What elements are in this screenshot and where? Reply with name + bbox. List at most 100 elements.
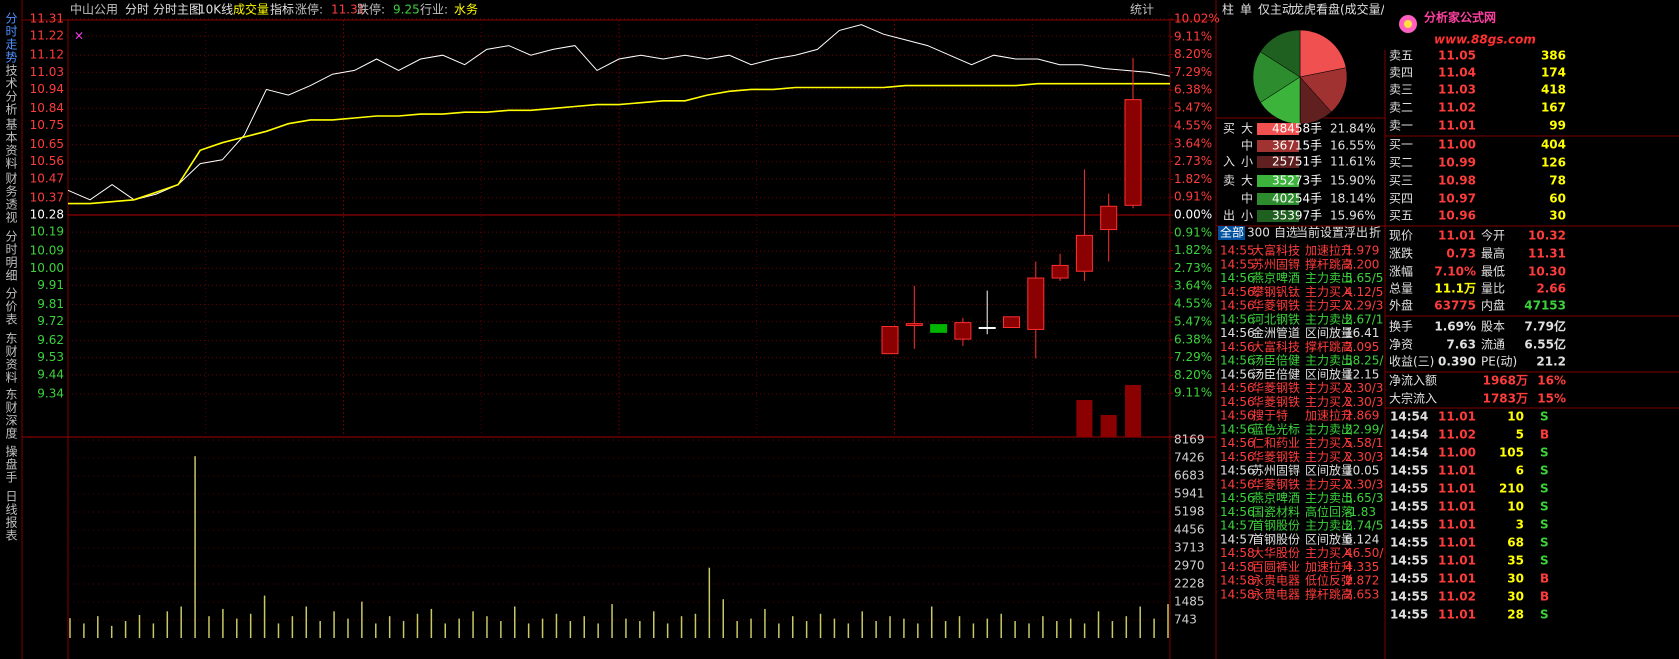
volume-bar [347,618,349,638]
trade-volume: 6 [1516,464,1524,478]
side-tab[interactable]: 分时明细 [4,230,18,282]
news-stock[interactable]: 攀钢钒钛 [1252,284,1300,299]
list-tab[interactable]: 全部 [1220,225,1244,240]
news-stock[interactable]: 华菱钢铁 [1252,477,1300,491]
news-type: 主力卖出 [1305,422,1353,436]
candle-body [978,326,996,329]
news-stock[interactable]: 燕京啤酒 [1252,270,1300,285]
book-volume: 60 [1549,192,1566,206]
news-value: 58.25/ [1345,354,1384,368]
book-price: 11.00 [1438,138,1476,152]
volume-bar [388,616,391,638]
news-stock[interactable]: 首钢股份 [1252,532,1300,546]
panel-tab[interactable]: 单 [1240,3,1252,17]
stat-label: 流通 [1481,338,1505,352]
header-tab[interactable]: 指标 [270,2,294,17]
news-stock[interactable]: 永贵电器 [1252,574,1300,588]
news-stock[interactable]: 搜于特 [1252,408,1288,423]
news-stock[interactable]: 华菱钢铁 [1252,299,1300,313]
list-tab[interactable]: 当前 [1296,225,1320,240]
side-tab[interactable]: 东财深度 [4,388,18,440]
news-stock[interactable]: 百圆裤业 [1252,560,1300,574]
stat-label: 股本 [1481,320,1505,334]
side-tab[interactable]: 操盘手 [4,444,18,484]
news-stock[interactable]: 首钢股份 [1252,519,1300,533]
news-stock[interactable]: 仁和药业 [1252,436,1300,450]
book-label: 买五 [1389,209,1413,223]
candle-body [1124,99,1142,206]
y2-tick-label: 6.38% [1174,332,1212,346]
book-price: 10.96 [1438,209,1476,223]
trade-volume: 35 [1507,554,1524,568]
label: 行业: [420,3,448,17]
news-stock[interactable]: 燕京啤酒 [1252,490,1300,505]
list-tab[interactable]: 设置 [1320,226,1344,240]
candle-body [881,326,899,355]
trade-side: S [1540,608,1549,622]
volume-bar [291,616,294,638]
news-stock[interactable]: 大富科技 [1252,339,1300,354]
y2-tick-label: 8.20% [1174,47,1212,61]
news-stock[interactable]: 苏州固锝 [1252,464,1300,478]
news-time: 14:56 [1220,491,1255,505]
news-stock[interactable]: 大华股份 [1252,546,1300,560]
side-tab[interactable]: 分价表 [4,287,18,326]
news-time: 14:58 [1220,560,1255,574]
header-tab[interactable]: 分时主图 [153,3,201,17]
panel-tab[interactable]: 龙虎看盘(成交量/ [1292,2,1386,17]
volume-bar [972,623,975,638]
news-stock[interactable]: 华菱钢铁 [1252,450,1300,464]
side-tab[interactable]: 技术分析 [4,64,18,116]
flow-swatch [1257,210,1299,222]
header-tab[interactable]: 10K线 [198,3,233,17]
side-tab[interactable]: 日线报表 [4,490,18,542]
stat-value: 7.10% [1434,265,1476,279]
news-stock[interactable]: 苏州固锝 [1252,257,1300,271]
volume-bar [639,621,641,638]
side-tab[interactable]: 基本资料 [4,118,18,170]
volume-bar [208,616,210,638]
stat-value: 10.32 [1528,229,1566,243]
news-stock[interactable]: 永贵电器 [1252,587,1300,601]
side-tab[interactable]: 分时走势 [4,12,18,64]
header-tab[interactable]: 成交量 [233,2,269,17]
news-time: 14:55 [1220,244,1255,258]
y2-tick-label: 9.11% [1174,29,1212,43]
stat-label: 换手 [1389,320,1413,334]
list-tab[interactable]: 浮出 [1344,226,1368,240]
news-stock[interactable]: 汤臣倍健 [1252,353,1300,368]
flow-size: 中 [1241,191,1253,206]
list-tab[interactable]: 300 [1247,226,1270,240]
stat-label: 内盘 [1481,298,1505,313]
news-stock[interactable]: 金洲管道 [1252,325,1300,340]
news-stock[interactable]: 华菱钢铁 [1252,395,1300,409]
stats-button[interactable]: 统计 [1130,3,1154,17]
news-stock[interactable]: 国瓷材料 [1252,505,1300,519]
volume-bar [1097,611,1100,638]
list-tab[interactable]: 自选 [1274,226,1298,240]
flow-hands: 25751手 [1272,155,1322,169]
y-tick-label: 10.09 [30,244,64,258]
news-value: 2.30/3 [1345,381,1383,395]
trade-time: 14:55 [1390,554,1428,568]
panel-tab[interactable]: 仅主动 [1258,3,1294,17]
list-tab[interactable]: 折 [1369,225,1381,240]
news-stock[interactable]: 蓝色光标 [1252,422,1300,436]
stat-value: 11.01 [1438,229,1476,243]
news-stock[interactable]: 河北钢铁 [1252,312,1300,326]
side-tab[interactable]: 东财资料 [4,332,18,384]
news-time: 14:56 [1220,477,1255,491]
panel-tab[interactable]: 柱 [1222,2,1234,17]
pie-slice [1260,76,1301,125]
news-stock[interactable]: 大富科技 [1252,243,1300,258]
news-type: 区间放量 [1305,531,1353,546]
news-stock[interactable]: 汤臣倍健 [1252,366,1300,381]
header-tab[interactable]: 分时 [125,3,149,17]
stock-name: 中山公用 [70,2,118,17]
volume-bar [903,618,905,638]
volume-bar [166,611,169,638]
volume-bar [486,616,488,638]
candle-body [930,324,948,333]
news-stock[interactable]: 华菱钢铁 [1252,381,1300,395]
side-tab[interactable]: 财务透视 [4,172,18,224]
